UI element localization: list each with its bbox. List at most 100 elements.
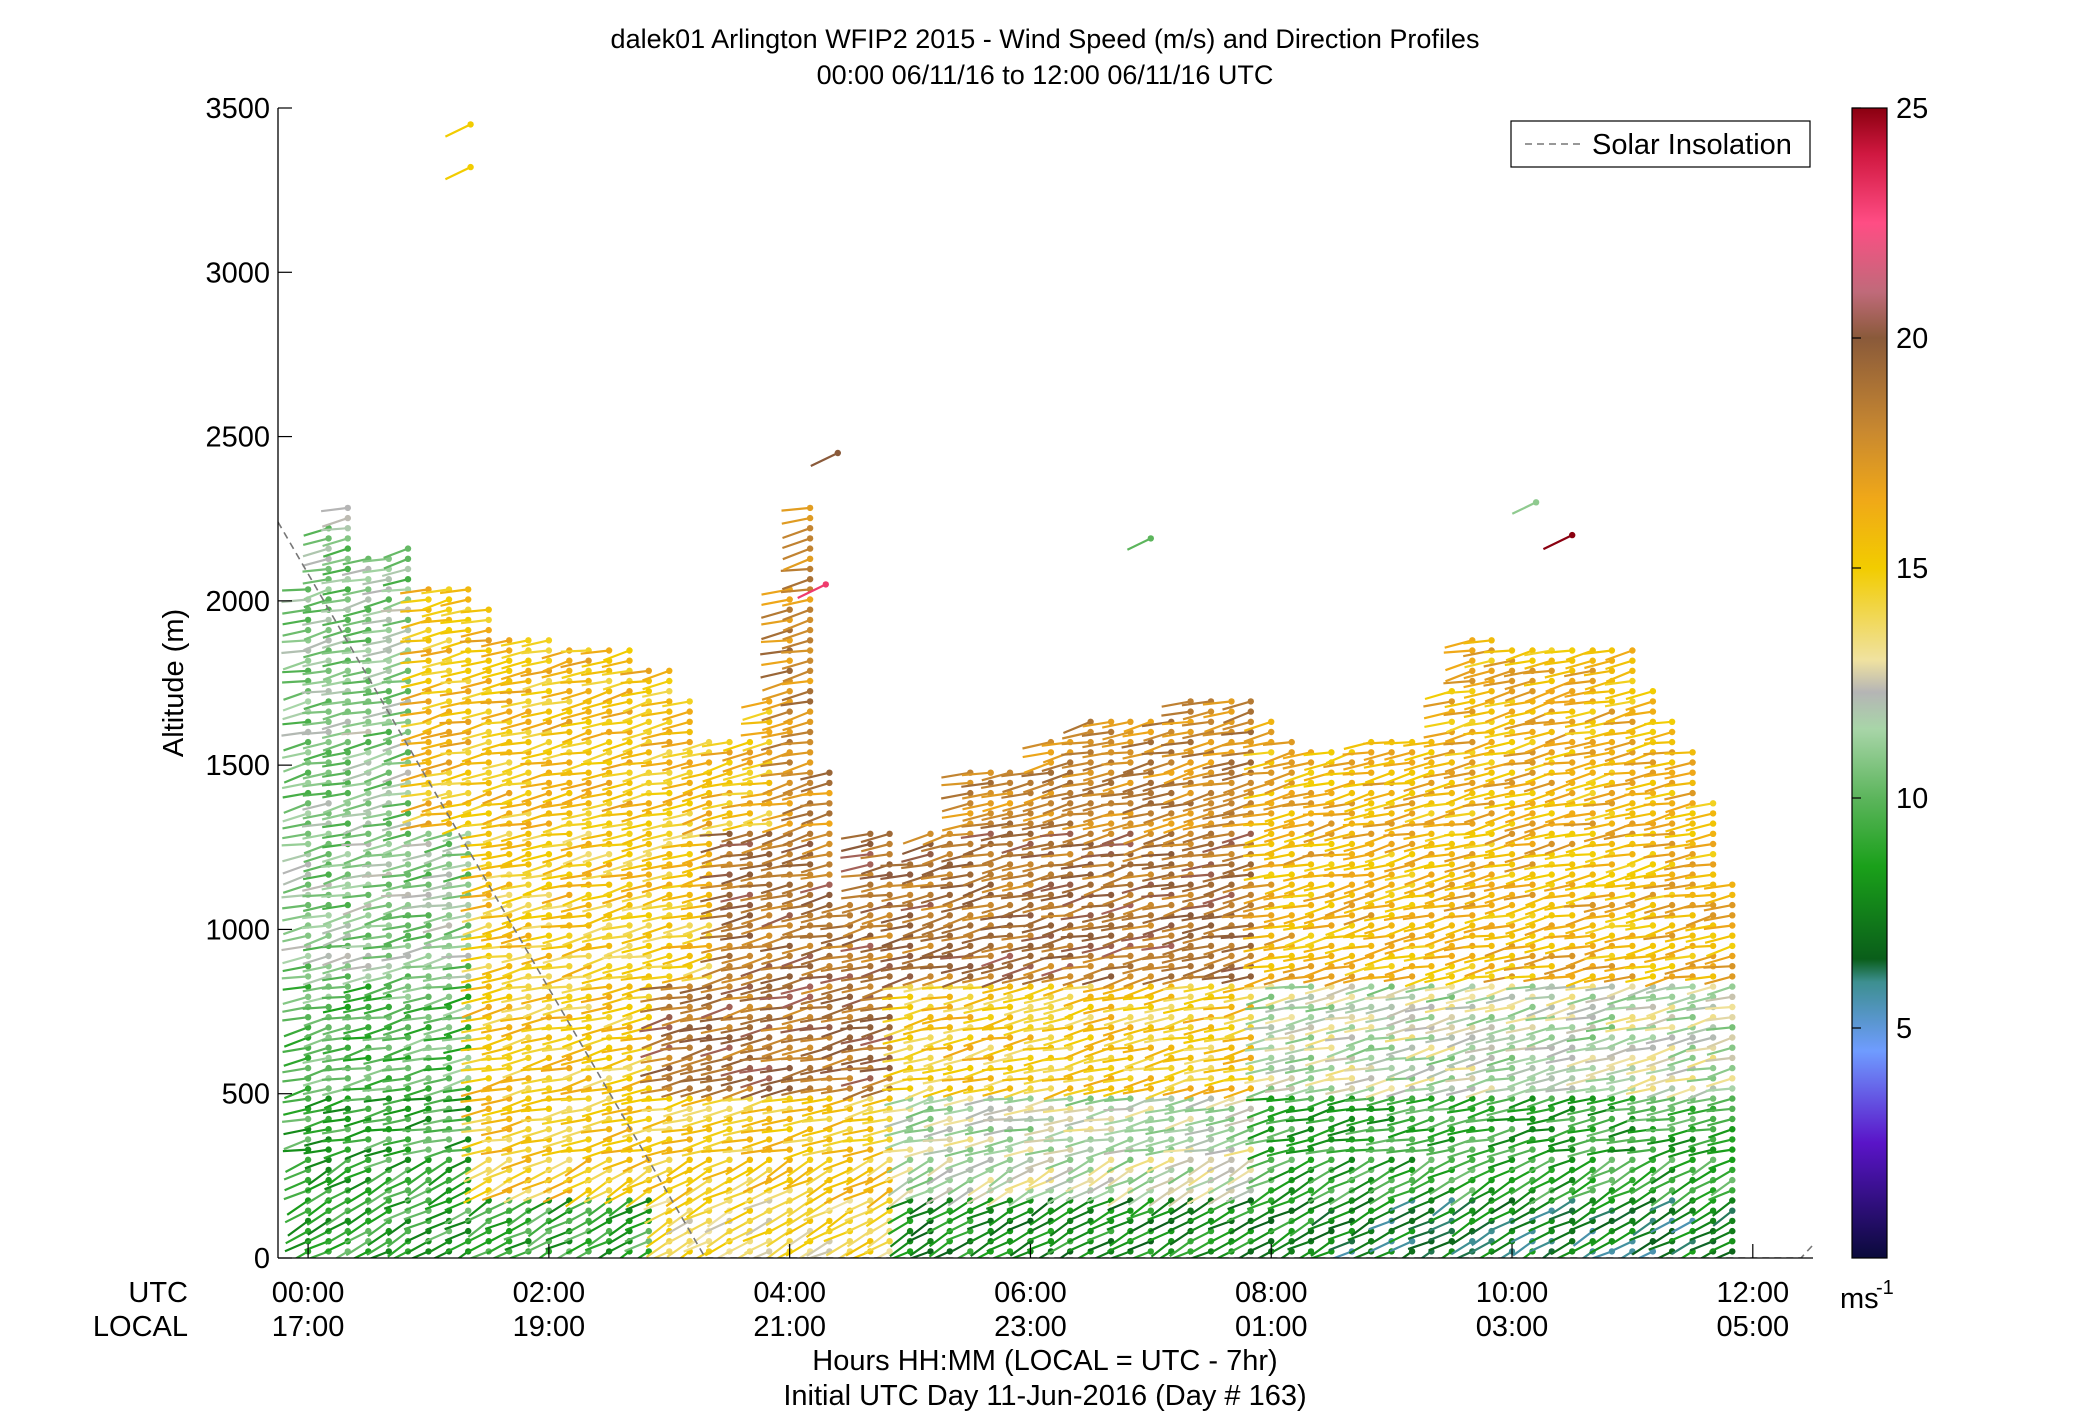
wind-barb-shaft (423, 1117, 450, 1126)
wind-barb-shaft (541, 985, 570, 990)
wind-barb-shaft (502, 904, 529, 917)
wind-barb-point (1027, 830, 1034, 837)
wind-barb-point (425, 1115, 432, 1123)
wind-barb-point (605, 1014, 613, 1021)
wind-barb-point (425, 749, 432, 756)
wind-barb-point (385, 738, 392, 746)
wind-barb-shaft (303, 639, 330, 652)
wind-barb-shaft (720, 863, 751, 869)
wind-barb-shaft (283, 1036, 309, 1048)
wind-barb-shaft (883, 1026, 911, 1038)
wind-barb-point (726, 963, 733, 970)
wind-barb-shaft (541, 669, 570, 679)
wind-barb-shaft (402, 1148, 429, 1156)
wind-barb-point (927, 1115, 934, 1123)
wind-barb-shaft (381, 588, 409, 593)
wind-barb-point (967, 973, 974, 980)
wind-barb-shaft (762, 781, 791, 795)
wind-barb-point (826, 973, 833, 980)
wind-barb-shaft (363, 781, 390, 792)
wind-barb-shaft (780, 873, 811, 878)
wind-barb-shaft (781, 751, 811, 757)
wind-barb-shaft (445, 1168, 469, 1185)
wind-barb-point (1168, 901, 1175, 909)
wind-barb-shaft (400, 751, 429, 762)
wind-barb-point (385, 963, 392, 970)
wind-barb-point (626, 1095, 633, 1102)
wind-barb-shaft (399, 700, 429, 706)
wind-barb-point (806, 1095, 814, 1102)
wind-barb-point (705, 1126, 713, 1133)
wind-barb-shaft (721, 802, 751, 810)
wind-barb-shaft (625, 1209, 650, 1222)
wind-barb-shaft (739, 883, 770, 888)
wind-barb-shaft (882, 985, 911, 991)
wind-barb-shaft (741, 914, 770, 926)
wind-barb-shaft (302, 883, 329, 892)
wind-barb-shaft (385, 1168, 409, 1186)
wind-barb-shaft (343, 1117, 369, 1128)
wind-barb-shaft (382, 730, 409, 742)
wind-barb-shaft (482, 792, 510, 805)
wind-barb-point (445, 1054, 453, 1062)
wind-barb-shaft (680, 1087, 710, 1098)
wind-barb-shaft (461, 1148, 489, 1157)
wind-barb-point (867, 840, 874, 848)
wind-barb-point (1006, 1085, 1014, 1092)
wind-barb-shaft (521, 842, 550, 852)
wind-barb-point (525, 738, 532, 746)
wind-barb-shaft (662, 802, 690, 812)
wind-barb-point (686, 851, 693, 858)
wind-barb-shaft (501, 771, 529, 783)
wind-barb-shaft (481, 883, 510, 895)
wind-barb-shaft (442, 1056, 469, 1067)
wind-barb-shaft (540, 924, 570, 929)
wind-barb-shaft (564, 1230, 590, 1243)
wind-barb-point (867, 983, 874, 990)
wind-barb-shaft (582, 904, 610, 913)
wind-barb-point (786, 891, 793, 899)
wind-barb-shaft (460, 853, 489, 859)
wind-barb-point (1147, 1014, 1155, 1021)
wind-barb-point (826, 1024, 833, 1031)
wind-barb-point (666, 769, 673, 776)
wind-barb-shaft (484, 1219, 510, 1231)
wind-barb-point (585, 1024, 592, 1031)
wind-barb-point (325, 871, 332, 878)
wind-barb-point (1067, 820, 1074, 827)
wind-barb-shaft (561, 1077, 590, 1091)
wind-barb-shaft (481, 669, 510, 679)
wind-barb-shaft (760, 1077, 790, 1087)
wind-barb-shaft (802, 1148, 830, 1157)
wind-barb-point (605, 647, 613, 654)
wind-barb-shaft (522, 679, 550, 691)
wind-barb-point (645, 1064, 652, 1072)
wind-barb-shaft (541, 1087, 570, 1095)
wind-barb-point (786, 1115, 793, 1123)
wind-barb-shaft (505, 1199, 529, 1215)
wind-barb-point (886, 1075, 893, 1082)
wind-barb-shaft (423, 863, 450, 873)
wind-barb-shaft (602, 1138, 630, 1147)
wind-barb-shaft (601, 1046, 630, 1054)
wind-barb-point (485, 993, 492, 1000)
wind-barb-shaft (302, 812, 329, 820)
wind-barb-point (385, 1136, 392, 1143)
wind-barb-point (806, 993, 814, 1000)
wind-barb-shaft (540, 1016, 570, 1020)
wind-barb-point (605, 749, 613, 756)
wind-barb-point (1047, 1126, 1055, 1133)
wind-barb-shaft (652, 1250, 670, 1258)
wind-barb-shaft (821, 1107, 851, 1115)
wind-barb-point (545, 993, 553, 1000)
wind-barb-shaft (581, 771, 610, 781)
wind-barb-shaft (582, 914, 610, 928)
wind-barb-point (465, 718, 472, 725)
wind-barb-point (645, 708, 652, 715)
wind-barb-shaft (660, 1046, 690, 1051)
wind-barb-shaft (601, 720, 630, 726)
wind-barb-shaft (799, 883, 830, 894)
wind-barb-point (425, 626, 432, 634)
wind-barb-shaft (322, 1107, 348, 1115)
wind-barb-shaft (699, 832, 730, 837)
